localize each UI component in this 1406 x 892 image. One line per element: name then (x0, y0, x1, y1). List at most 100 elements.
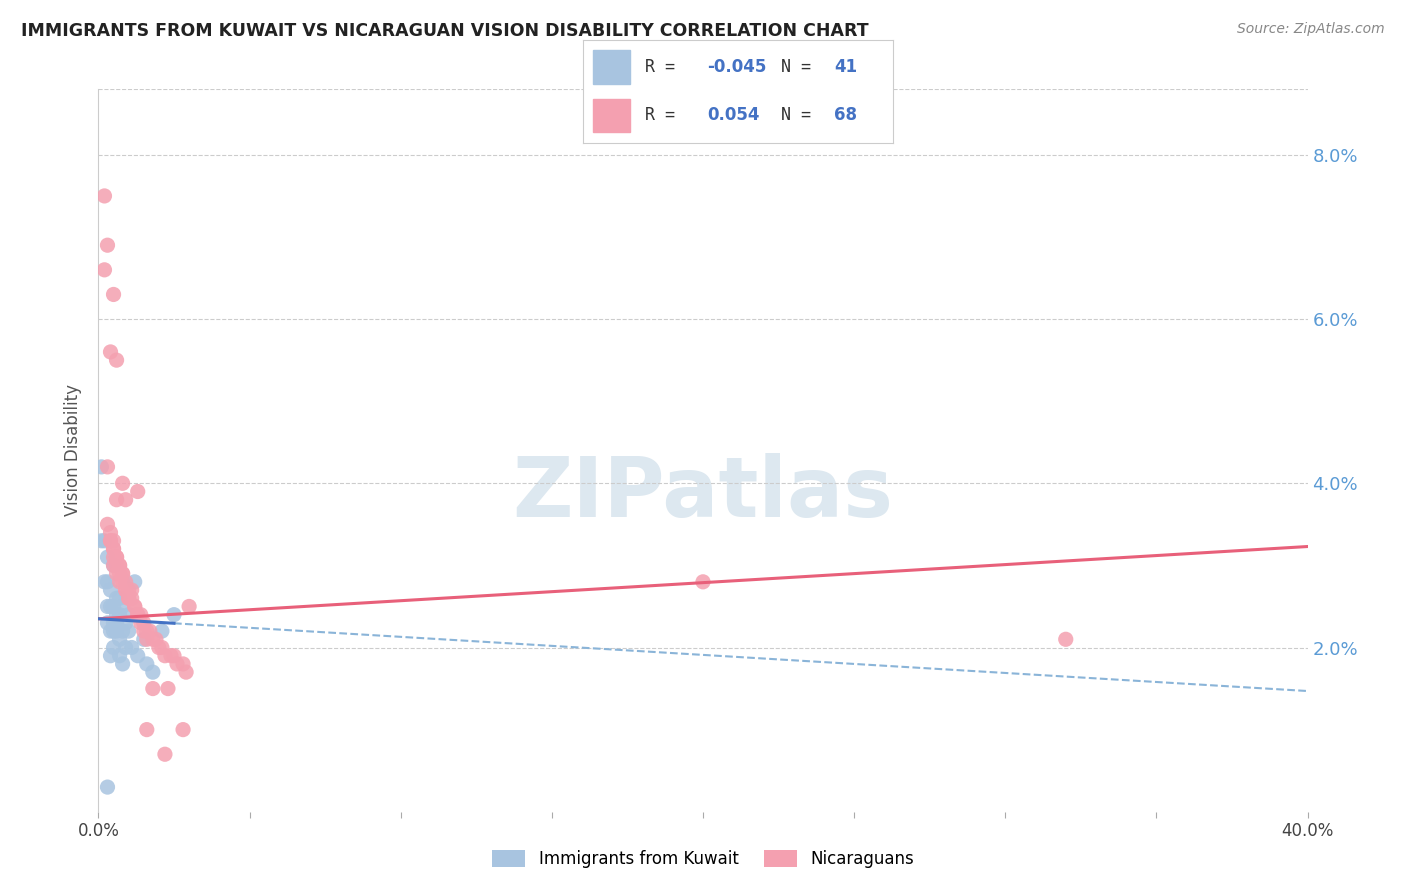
Point (118, 607, 141, 622)
Point (142, 665, 165, 680)
Point (114, 615, 136, 630)
Text: R =: R = (645, 58, 685, 76)
Point (103, 624, 125, 639)
Point (111, 566, 134, 581)
Point (114, 574, 136, 589)
Point (111, 574, 134, 589)
Point (96, 238, 118, 252)
Text: 41: 41 (834, 58, 858, 76)
Point (114, 582, 136, 597)
Point (100, 582, 122, 597)
Point (132, 624, 155, 639)
Point (132, 615, 155, 630)
Point (105, 550, 128, 565)
Point (132, 632, 155, 647)
Text: 68: 68 (834, 105, 858, 123)
Point (103, 550, 125, 565)
Point (108, 574, 131, 589)
Point (121, 640, 143, 655)
Point (166, 657, 188, 671)
Point (100, 533, 122, 548)
Point (163, 648, 186, 663)
Text: N =: N = (782, 58, 821, 76)
Point (118, 624, 141, 639)
Point (105, 492, 128, 507)
Legend: Immigrants from Kuwait, Nicaraguans: Immigrants from Kuwait, Nicaraguans (485, 843, 921, 875)
Point (156, 681, 179, 696)
Point (105, 566, 128, 581)
Point (103, 541, 125, 556)
Point (142, 632, 165, 647)
Point (108, 607, 131, 622)
Point (127, 607, 149, 622)
Point (163, 607, 186, 622)
Point (105, 615, 128, 630)
Point (103, 599, 125, 614)
Point (121, 582, 143, 597)
Point (135, 657, 157, 671)
Text: N =: N = (782, 105, 821, 123)
Point (153, 648, 176, 663)
Point (135, 624, 157, 639)
Point (96, 574, 118, 589)
Point (96, 459, 118, 474)
Text: R =: R = (645, 105, 685, 123)
Point (111, 566, 134, 581)
Point (103, 615, 125, 630)
Point (135, 723, 157, 737)
Point (93, 533, 115, 548)
Point (105, 624, 128, 639)
Point (124, 574, 146, 589)
Point (148, 640, 170, 655)
Point (93, 574, 115, 589)
Bar (593, 99, 630, 132)
Point (135, 632, 157, 647)
Point (108, 648, 131, 663)
Point (127, 484, 149, 499)
Text: -0.045: -0.045 (707, 58, 766, 76)
Point (103, 287, 125, 301)
Point (103, 640, 125, 655)
Point (100, 345, 122, 359)
Point (105, 353, 128, 368)
Point (129, 615, 152, 630)
Point (150, 640, 173, 655)
Point (111, 476, 134, 491)
Point (111, 657, 134, 671)
Point (108, 632, 131, 647)
Point (114, 582, 136, 597)
Point (124, 599, 146, 614)
Point (105, 550, 128, 565)
Point (108, 558, 131, 573)
Point (111, 599, 134, 614)
Text: IMMIGRANTS FROM KUWAIT VS NICARAGUAN VISION DISABILITY CORRELATION CHART: IMMIGRANTS FROM KUWAIT VS NICARAGUAN VIS… (21, 22, 869, 40)
Point (100, 648, 122, 663)
Point (114, 492, 136, 507)
Point (96, 615, 118, 630)
Point (179, 599, 201, 614)
Point (96, 780, 118, 794)
Point (108, 591, 131, 606)
Text: ZIPatlas: ZIPatlas (513, 453, 893, 534)
Point (118, 591, 141, 606)
Point (100, 624, 122, 639)
Point (127, 607, 149, 622)
Bar (593, 50, 630, 84)
Point (93, 189, 115, 203)
Point (160, 648, 183, 663)
Point (90, 459, 112, 474)
Point (96, 550, 118, 565)
Point (103, 541, 125, 556)
Point (692, 574, 714, 589)
Point (90, 533, 112, 548)
Text: Source: ZipAtlas.com: Source: ZipAtlas.com (1237, 22, 1385, 37)
Point (118, 591, 141, 606)
Point (121, 591, 143, 606)
Text: 0.054: 0.054 (707, 105, 759, 123)
Point (1054, 632, 1077, 647)
Point (118, 582, 141, 597)
Point (150, 624, 173, 639)
Point (145, 632, 167, 647)
Point (96, 599, 118, 614)
Point (114, 640, 136, 655)
